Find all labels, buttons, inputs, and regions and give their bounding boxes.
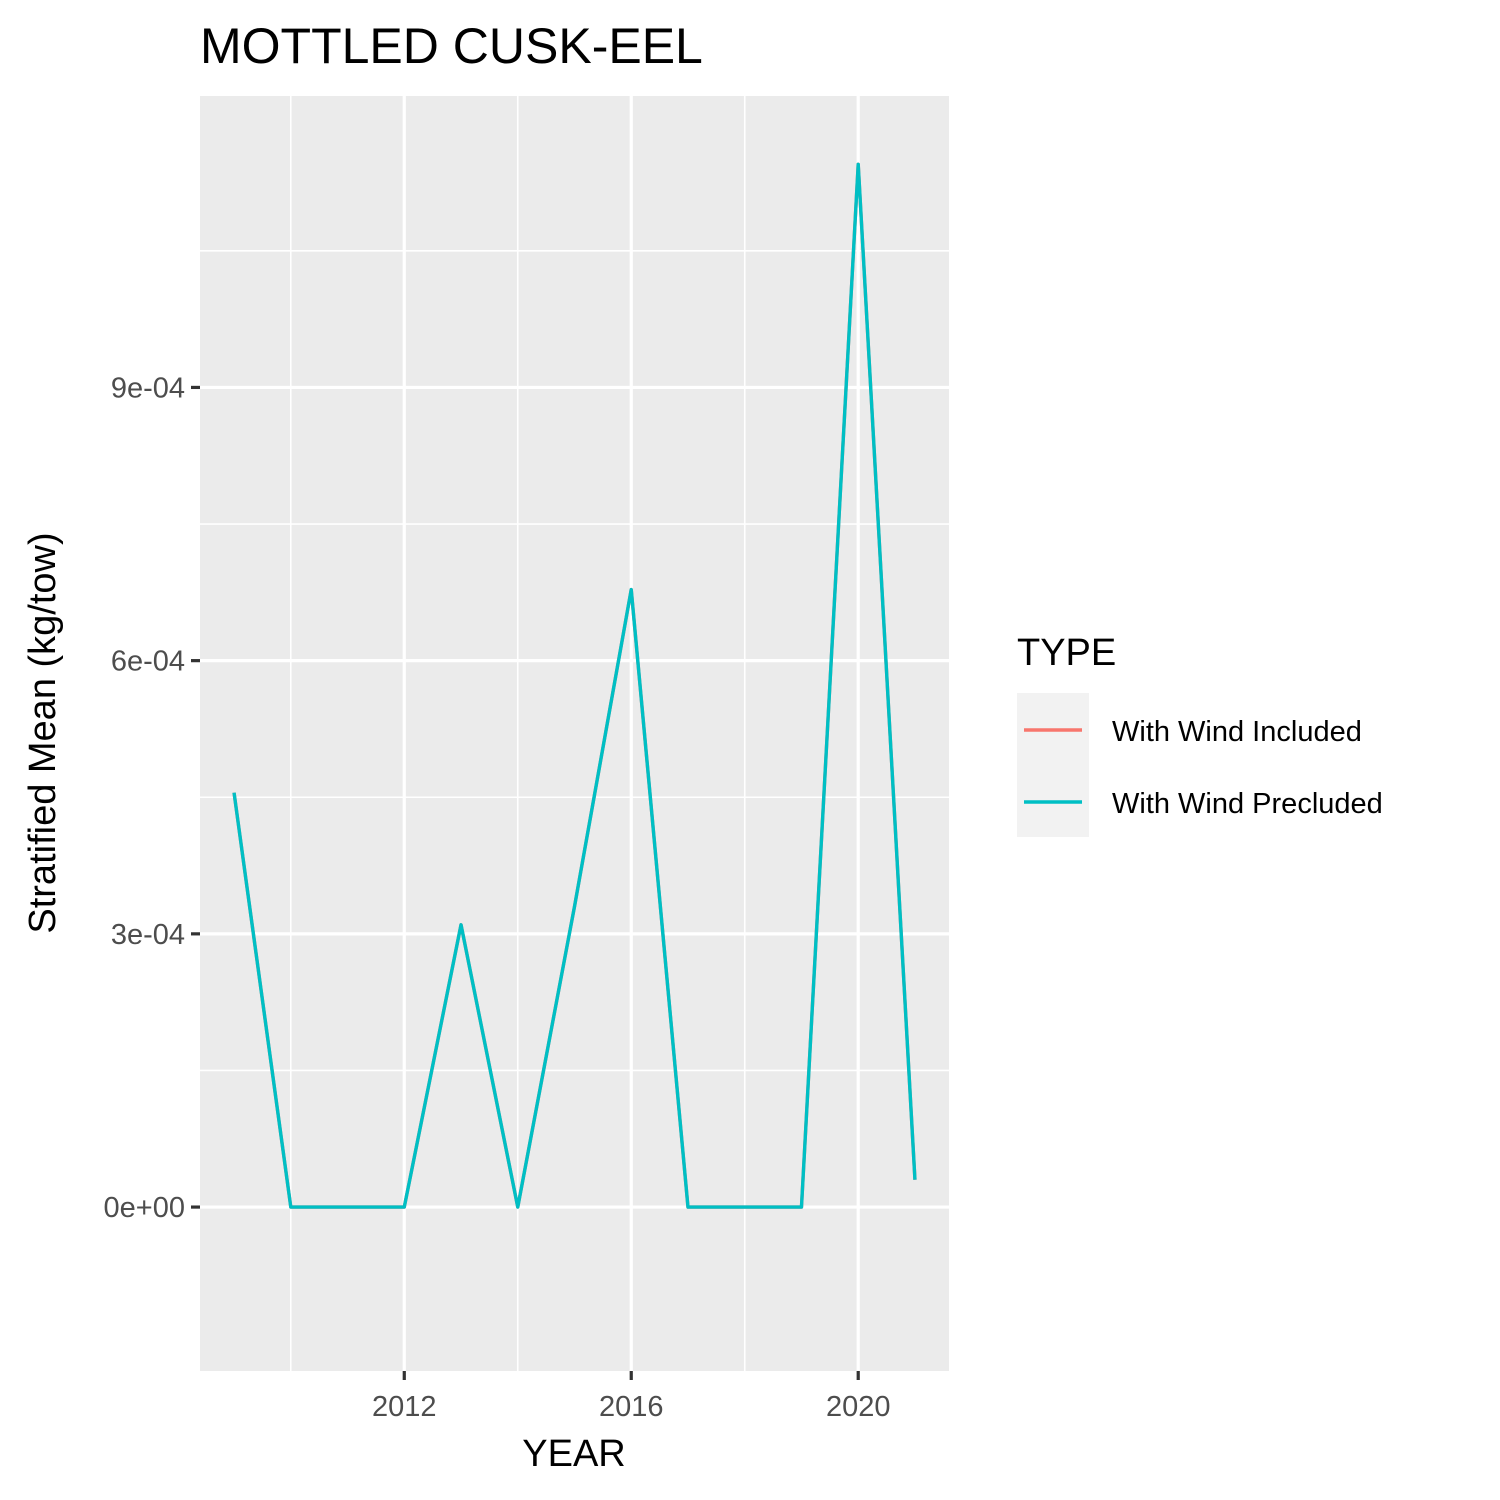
series-lines: [232, 162, 917, 1209]
x-tick-label: 2012: [372, 1391, 437, 1423]
y-tick-label: 0e+00: [104, 1192, 185, 1224]
legend-label: With Wind Precluded: [1112, 788, 1383, 820]
minor-gridlines: [200, 96, 949, 1371]
legend-entries: With Wind Included With Wind Precluded: [1024, 716, 1383, 820]
series-line-with-wind-precluded: [232, 162, 917, 1209]
legend-label: With Wind Included: [1112, 716, 1362, 748]
x-tick-label: 2020: [826, 1391, 891, 1423]
x-axis: 2012 2016 2020: [372, 1371, 890, 1423]
x-axis-title: YEAR: [522, 1433, 625, 1475]
x-tick-label: 2016: [599, 1391, 664, 1423]
y-tick-label: 6e-04: [111, 646, 185, 678]
legend-keys-background: [1017, 693, 1089, 837]
legend-title: TYPE: [1017, 632, 1116, 674]
y-tick-label: 3e-04: [111, 919, 185, 951]
plot-panel: [200, 96, 949, 1371]
y-tick-label: 9e-04: [111, 372, 185, 404]
legend: TYPE With Wind Included With Wind Preclud…: [1017, 632, 1383, 837]
y-axis-title: Stratified Mean (kg/tow): [22, 532, 64, 933]
chart-title: MOTTLED CUSK-EEL: [200, 18, 703, 74]
y-axis: 0e+00 3e-04 6e-04 9e-04: [104, 372, 200, 1224]
